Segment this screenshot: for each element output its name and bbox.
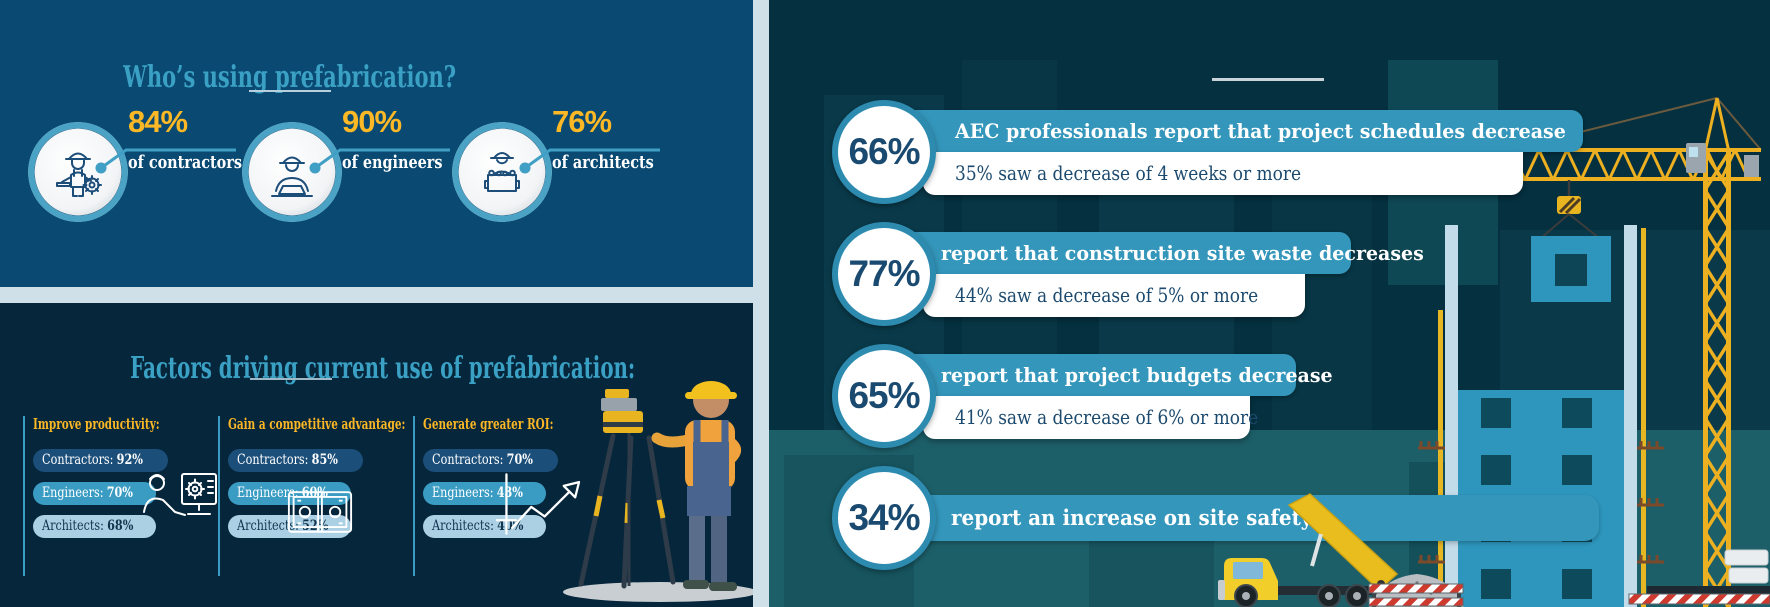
contractors-gauge (26, 120, 130, 224)
bar-contractors: Contractors: 92% (33, 449, 169, 472)
safety-percent-badge: 34% (832, 466, 936, 570)
contractors-percent: 84% (128, 104, 188, 139)
benefits-panel: By using prefabrication: 66% AEC profess… (769, 0, 1770, 607)
engineer-icon (271, 156, 313, 197)
engineers-gauge (240, 120, 344, 224)
benefit-card: report an increase on site safety (895, 495, 1599, 541)
who-panel-title: Who’s using prefabrication? (123, 60, 457, 96)
benefit-card: report that project budgets decrease 41%… (895, 354, 1333, 439)
architects-label: of architects (552, 152, 654, 173)
architects-percent: 76% (552, 104, 612, 139)
benefit-headline: report that project budgets decrease (895, 354, 1333, 396)
bar-contractors: Contractors: 85% (228, 449, 364, 472)
waste-percent-badge: 77% (832, 222, 936, 326)
benefit-card: AEC professionals report that project sc… (895, 110, 1583, 195)
engineers-percent: 90% (342, 104, 402, 139)
who-panel: Who’s using prefabrication? (0, 0, 753, 287)
stat-contractors: 84% of contractors (26, 102, 266, 262)
benefit-headline: AEC professionals report that project sc… (895, 110, 1583, 152)
column-heading: Improve productivity: (33, 416, 160, 433)
schedules-percent-badge: 66% (832, 100, 936, 204)
architect-icon (484, 152, 520, 192)
vertical-separator (753, 0, 769, 607)
stat-architects: 76% of architects (450, 102, 690, 262)
benefit-detail: 41% saw a decrease of 6% or more (923, 396, 1258, 439)
contractor-icon (56, 152, 102, 197)
bar-architects: Architects: 52% (228, 515, 352, 538)
factor-column-advantage: Gain a competitive advantage: Contractor… (218, 416, 408, 576)
engineers-label: of engineers (342, 152, 443, 173)
bar-architects: Architects: 68% (33, 515, 157, 538)
column-heading: Gain a competitive advantage: (228, 416, 406, 433)
who-divider (249, 90, 331, 92)
benefit-headline: report an increase on site safety (895, 495, 1599, 541)
bar-engineers: Engineers: 70% (33, 482, 156, 505)
bar-architects: Architects: 40% (423, 515, 547, 538)
budgets-percent-badge: 65% (832, 344, 936, 448)
factors-panel-title: Factors driving current use of prefabric… (130, 350, 636, 386)
architects-gauge (450, 120, 554, 224)
bar-engineers: Engineers: 60% (228, 482, 351, 505)
factors-divider (250, 378, 332, 380)
factors-panel: Factors driving current use of prefabric… (0, 303, 757, 607)
bar-engineers: Engineers: 43% (423, 482, 546, 505)
benefits-panel-title: By using prefabrication: (1764, 43, 1770, 84)
benefit-detail: 44% saw a decrease of 5% or more (923, 274, 1305, 317)
factor-column-roi: Generate greater ROI: Contractors: 70% En… (413, 416, 603, 576)
contractors-label: of contractors (128, 152, 242, 173)
stat-engineers: 90% of engineers (240, 102, 480, 262)
horizontal-separator (0, 287, 753, 303)
benefit-card: report that construction site waste decr… (895, 232, 1424, 317)
bar-contractors: Contractors: 70% (423, 449, 559, 472)
benefits-divider (1212, 78, 1324, 81)
benefit-headline: report that construction site waste decr… (895, 232, 1424, 274)
factor-column-productivity: Improve productivity: Contractors: 92% En… (23, 416, 213, 576)
benefit-detail: 35% saw a decrease of 4 weeks or more (923, 152, 1523, 195)
column-heading: Generate greater ROI: (423, 416, 554, 433)
